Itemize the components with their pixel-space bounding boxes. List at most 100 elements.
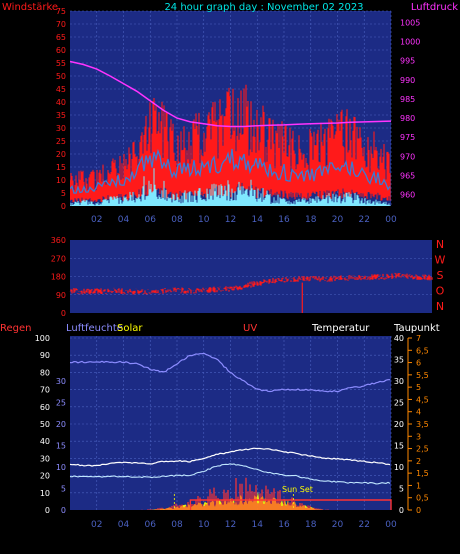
wind-x-tick: 18	[305, 215, 317, 225]
sun-set-annotation: Sun Set	[282, 485, 313, 494]
regen-axis-label: Regen	[0, 323, 32, 334]
weather-x-tick: 06	[145, 520, 157, 530]
wind-axis-tick: 60	[56, 46, 66, 55]
taupunkt-axis-tick: 0,5	[416, 494, 429, 503]
luftfeuchte-axis-tick: 10	[56, 463, 66, 472]
luftfeuchte-axis-tick: 30	[56, 377, 66, 386]
temperatur-axis-tick: 5	[399, 485, 404, 494]
windstaerke-axis-label: Windstärke	[2, 2, 58, 13]
weather-x-tick: 22	[359, 520, 370, 530]
pressure-axis-tick: 995	[400, 57, 415, 66]
wind-x-tick: 14	[252, 215, 264, 225]
wind-axis-tick: 5	[61, 189, 66, 198]
temperature-series	[69, 447, 391, 467]
wind-axis-tick: 0	[61, 202, 66, 211]
taupunkt-axis-tick: 1	[416, 481, 421, 490]
taupunkt-axis-tick: 4	[416, 408, 421, 417]
wind-x-tick: 08	[171, 215, 183, 225]
wind-x-tick: 10	[198, 215, 210, 225]
wind-axis-tick: 30	[56, 124, 66, 133]
regen-axis-tick: 10	[40, 489, 50, 498]
compass-label: N	[436, 300, 444, 313]
wind-axis-tick: 55	[56, 59, 66, 68]
taupunkt-axis-tick: 6	[416, 359, 421, 368]
uv-axis-label: UV	[243, 323, 257, 334]
pressure-axis-tick: 985	[400, 95, 415, 104]
wind-x-tick: 16	[278, 215, 290, 225]
pressure-axis-tick: 1000	[400, 38, 420, 47]
taupunkt-axis-tick: 4,5	[416, 395, 429, 404]
temperatur-axis-tick: 15	[394, 442, 404, 451]
taupunkt-axis-tick: 6,5	[416, 346, 429, 355]
gust-series	[70, 168, 391, 206]
wind-x-tick: 22	[359, 215, 370, 225]
taupunkt-axis-tick: 2	[416, 457, 421, 466]
wind-axis-tick: 20	[56, 150, 66, 159]
pressure-axis-tick: 965	[400, 171, 415, 180]
wind-axis-tick: 65	[56, 33, 66, 42]
weather-x-tick: 20	[332, 520, 344, 530]
temperatur-axis-label: Temperatur	[311, 323, 370, 334]
luftdruck-axis-label: Luftdruck	[411, 2, 458, 13]
direction-axis-tick: 270	[51, 254, 66, 263]
weather-x-tick: 02	[91, 520, 102, 530]
pressure-series	[70, 60, 391, 128]
wind-max-series	[70, 84, 391, 203]
luftfeuchte-axis-tick: 5	[61, 485, 66, 494]
wind-panel: 0 5 10 15 20 25 30 35 40 45 50 55 60 65 70 75 960 965 970…	[2, 2, 458, 225]
pressure-axis-tick: 975	[400, 133, 415, 142]
luftfeuchte-axis-tick: 20	[56, 420, 66, 429]
wind-axis-tick: 35	[56, 111, 66, 120]
temperatur-axis-tick: 40	[394, 334, 404, 343]
luftfeuchte-axis-label: Luftfeuchte	[66, 323, 123, 334]
regen-axis-tick: 70	[40, 386, 50, 395]
temperatur-axis-tick: 30	[394, 377, 404, 386]
wind-x-tick: 00	[385, 215, 397, 225]
pressure-axis-tick: 980	[400, 114, 415, 123]
temperatur-axis-tick: 0	[399, 506, 404, 515]
compass-label: W	[435, 254, 446, 267]
luftfeuchte-axis-tick: 15	[56, 442, 66, 451]
wind-axis-tick: 70	[56, 20, 66, 29]
temperatur-axis-tick: 35	[394, 356, 404, 365]
pressure-axis-tick: 1005	[400, 18, 420, 27]
luftfeuchte-axis-tick: 25	[56, 399, 66, 408]
wind-axis-tick: 25	[56, 137, 66, 146]
wind-axis-tick: 75	[56, 7, 66, 16]
weather-x-tick: 10	[198, 520, 210, 530]
weather-x-tick: 12	[225, 520, 236, 530]
pressure-axis-tick: 960	[400, 191, 415, 200]
taupunkt-axis-tick: 3,5	[416, 420, 429, 429]
humidity-series	[69, 352, 390, 393]
wind-x-tick: 12	[225, 215, 236, 225]
temperatur-axis-tick: 10	[394, 463, 404, 472]
wind-axis-tick: 50	[56, 72, 66, 81]
wind-axis-tick: 10	[56, 176, 66, 185]
wind-axis-tick: 15	[56, 163, 66, 172]
weather-x-tick: 08	[171, 520, 183, 530]
taupunkt-axis-tick: 3	[416, 432, 421, 441]
regen-axis-tick: 60	[40, 403, 50, 412]
weather-x-tick: 14	[252, 520, 264, 530]
regen-axis-tick: 100	[35, 334, 50, 343]
taupunkt-axis-tick: 2,5	[416, 445, 429, 454]
wind-x-tick: 06	[145, 215, 157, 225]
taupunkt-axis-tick: 5,5	[416, 371, 429, 380]
regen-axis-tick: 30	[40, 454, 50, 463]
chart-title: 24 hour graph day : November 02 2023	[164, 2, 363, 13]
compass-label: N	[436, 238, 444, 251]
regen-axis-tick: 0	[45, 506, 50, 515]
regen-axis-tick: 40	[40, 437, 50, 446]
luftfeuchte-axis-tick: 0	[61, 506, 66, 515]
wind-axis-tick: 40	[56, 98, 66, 107]
regen-axis-tick: 50	[40, 420, 50, 429]
taupunkt-axis-tick: 1,5	[416, 469, 429, 478]
temperatur-axis-tick: 25	[394, 399, 404, 408]
weather-x-tick: 18	[305, 520, 317, 530]
wind-axis-tick: 45	[56, 85, 66, 94]
weather-x-tick: 16	[278, 520, 290, 530]
dewpoint-series	[69, 463, 391, 485]
